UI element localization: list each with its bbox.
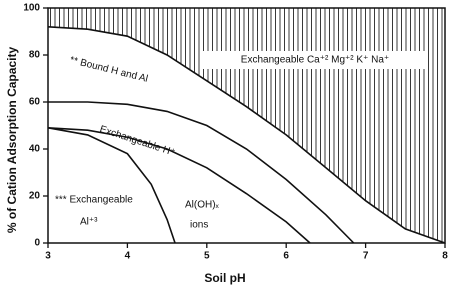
annotation: ions <box>190 220 208 231</box>
curve <box>47 127 176 244</box>
curve <box>47 26 446 244</box>
annotation: Al⁺³ <box>80 217 98 228</box>
y-tick-label: 40 <box>29 144 41 155</box>
x-axis-title: Soil pH <box>204 271 245 285</box>
y-axis-title: % of Cation Adsorption Capacity <box>5 47 19 234</box>
curve <box>47 127 311 244</box>
plot-frame <box>47 7 446 244</box>
annotation: Al(OH)ₓ <box>185 200 220 211</box>
x-tick-label: 4 <box>125 251 131 262</box>
annotation: ** Bound H and Al <box>69 55 149 85</box>
y-tick-label: 0 <box>34 238 40 249</box>
y-tick-label: 80 <box>29 50 41 61</box>
x-tick-label: 8 <box>442 251 448 262</box>
curve <box>48 101 355 244</box>
y-tick-label: 100 <box>23 3 40 14</box>
x-tick-label: 7 <box>363 251 369 262</box>
annotation: Exchangeable H⁺ <box>98 124 176 159</box>
x-tick-label: 3 <box>45 251 51 262</box>
x-tick-label: 6 <box>283 251 289 262</box>
annotation: Exchangeable Ca⁺² Mg⁺² K⁺ Na⁺ <box>241 55 389 66</box>
annotation: *** Exchangeable <box>55 195 133 206</box>
x-tick-label: 5 <box>204 251 210 262</box>
y-tick-label: 20 <box>29 191 41 202</box>
y-tick-label: 60 <box>29 97 41 108</box>
label-background <box>203 51 427 69</box>
